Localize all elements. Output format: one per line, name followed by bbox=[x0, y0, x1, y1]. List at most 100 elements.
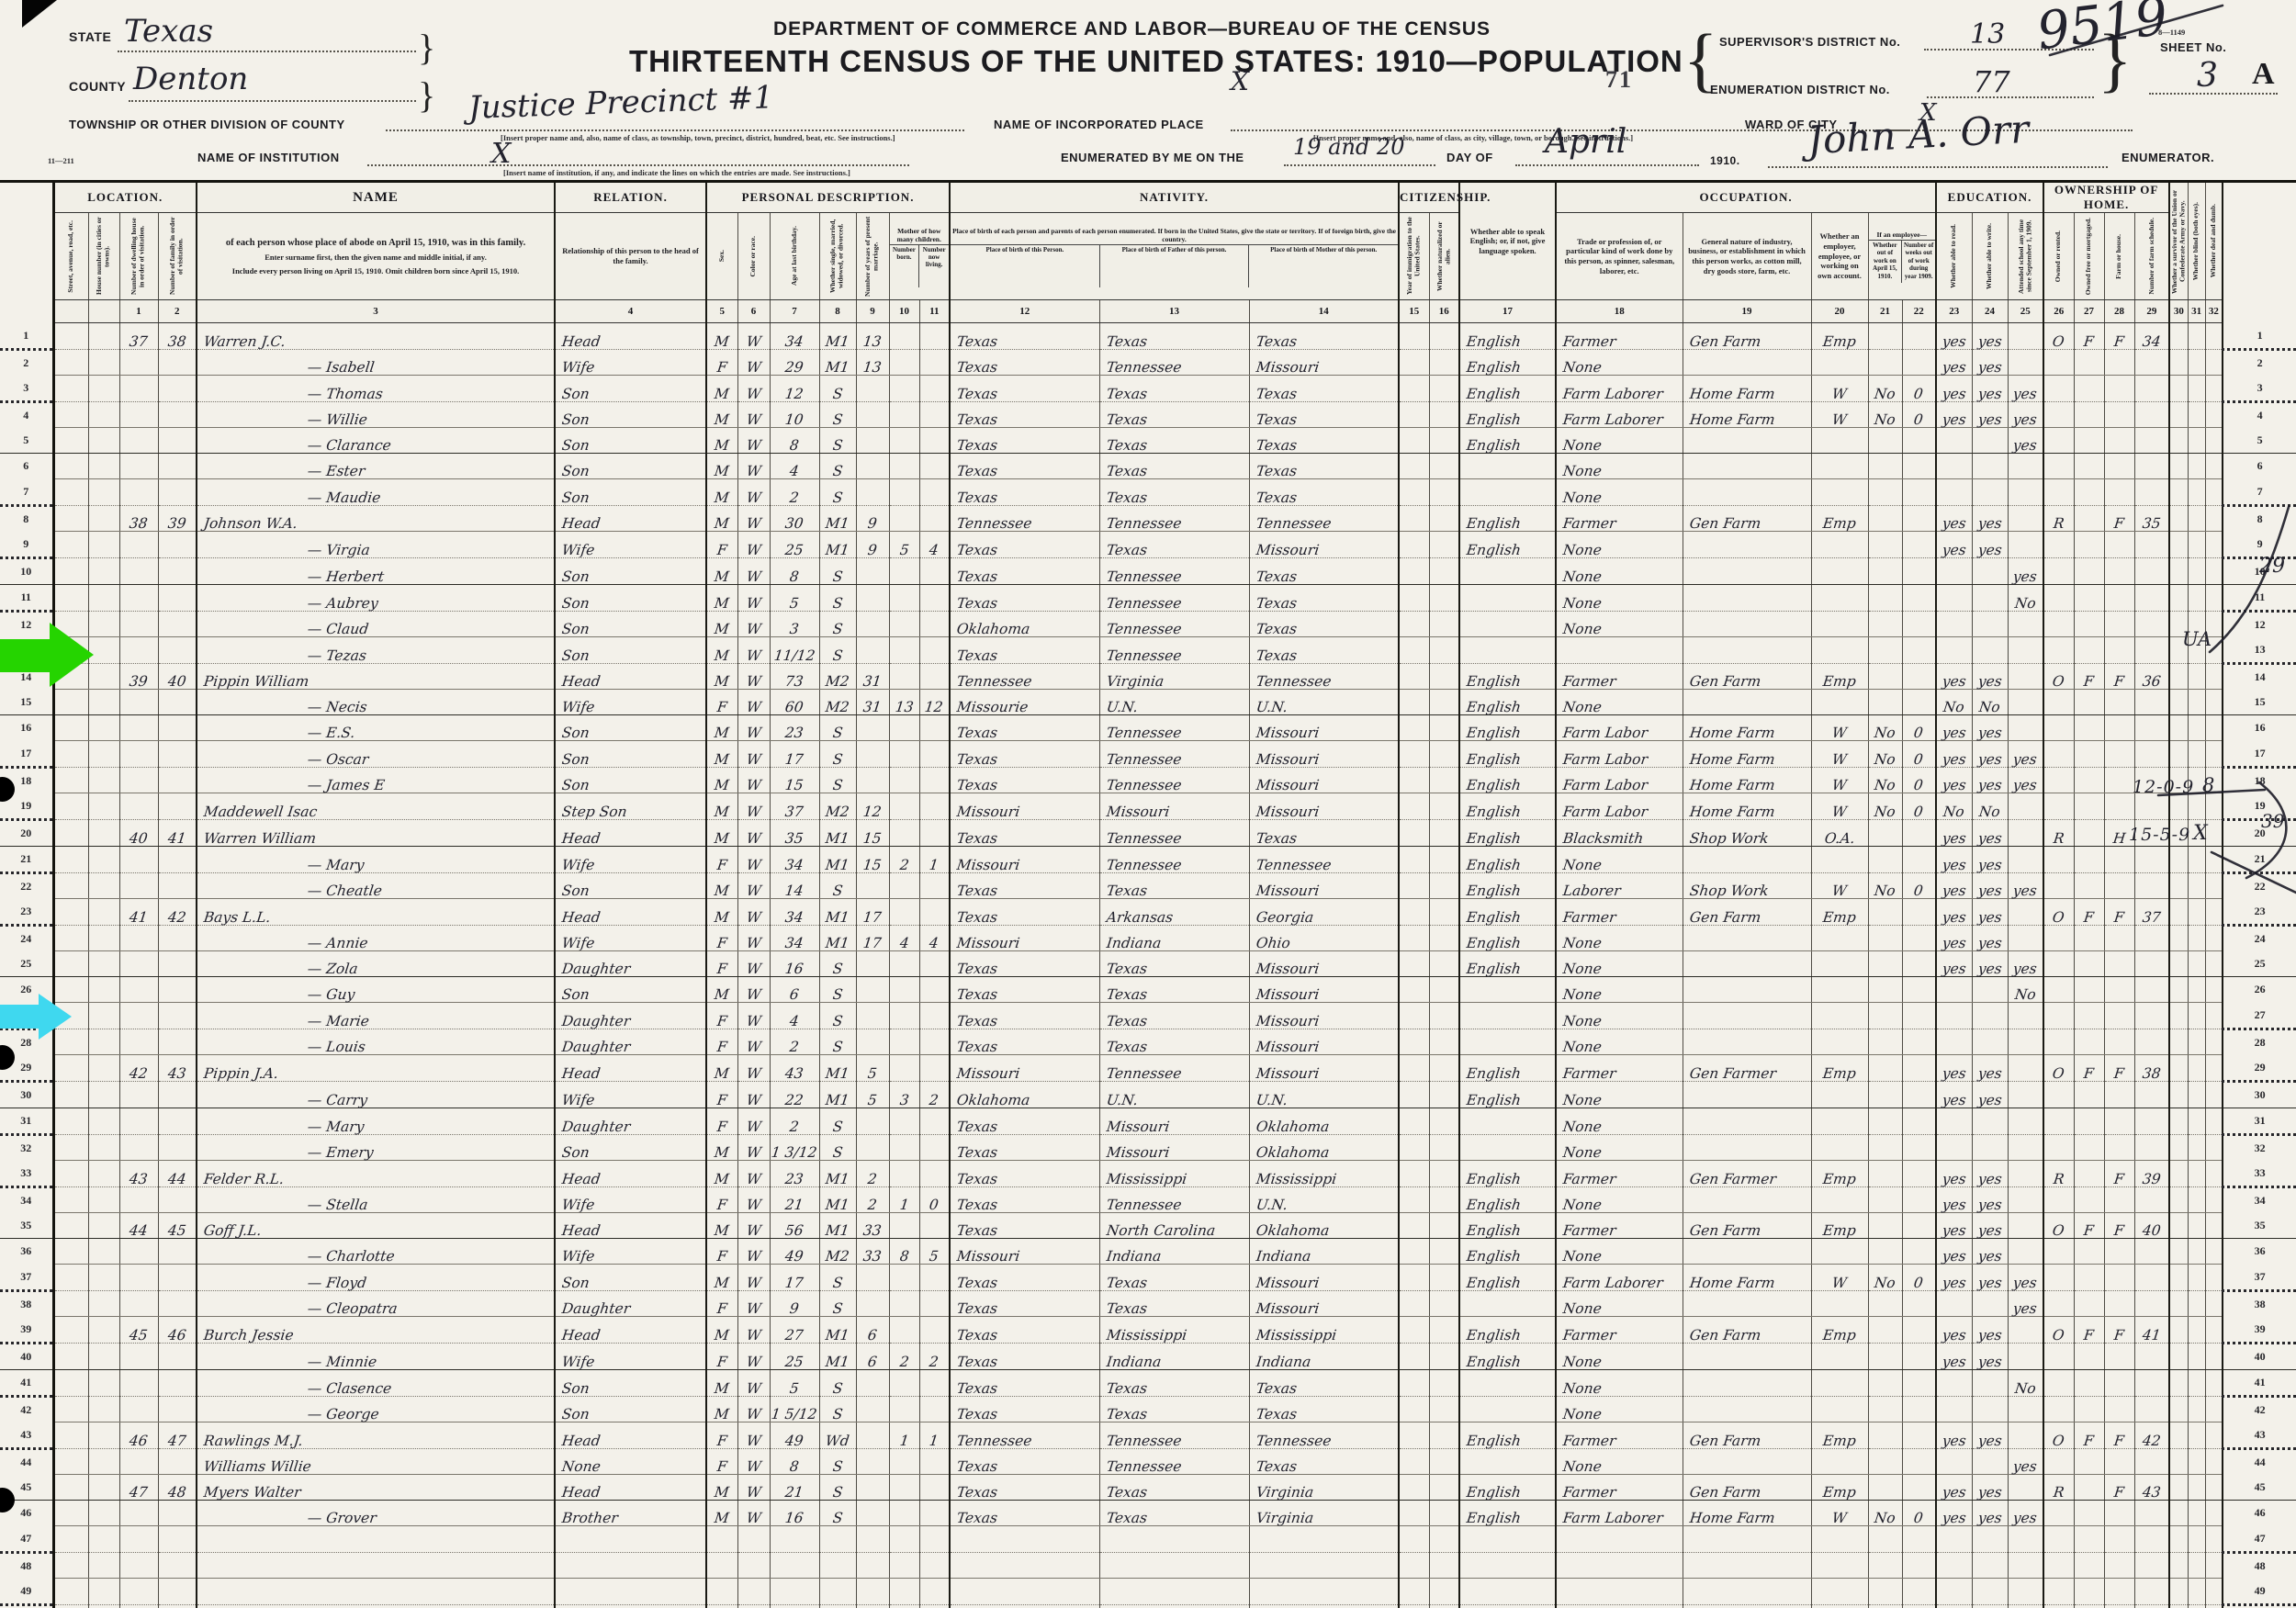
cell-tr: Blacksmith bbox=[1555, 819, 1683, 847]
value-bf: Texas bbox=[1105, 1274, 1148, 1291]
cell-sv bbox=[2168, 349, 2189, 376]
cell-yrs: 2 bbox=[855, 1160, 890, 1187]
cell-sc bbox=[2007, 663, 2045, 690]
section-NAME: NAME bbox=[196, 180, 557, 213]
cell-en bbox=[1458, 1108, 1558, 1135]
incorporated-note: [Insert proper name and, also, name of c… bbox=[1313, 133, 1634, 142]
value-bf: U.N. bbox=[1105, 699, 1139, 715]
value-wk: 0 bbox=[1913, 777, 1925, 793]
cell-yrs bbox=[855, 478, 890, 506]
caption-part: of each person whose place of abode on A… bbox=[225, 237, 526, 248]
cell-bl bbox=[2187, 1422, 2206, 1449]
census-table-header: LOCATION. NAME RELATION. PERSONAL DESCRIPTI… bbox=[0, 180, 2296, 323]
cell-fam bbox=[157, 740, 198, 768]
column-number-of: 27 bbox=[2073, 299, 2105, 323]
cell-dw bbox=[118, 401, 159, 428]
scan-corner-mark bbox=[22, 0, 57, 28]
cell-fam bbox=[157, 611, 198, 637]
value-bm: Ohio bbox=[1255, 935, 1291, 951]
cell-fam bbox=[157, 1108, 198, 1135]
x-mark-ward: X bbox=[1919, 99, 1937, 127]
cell-of bbox=[2073, 531, 2105, 558]
cell-rel: Son bbox=[554, 611, 708, 637]
cell-cb bbox=[888, 1290, 920, 1317]
value-mar: M1 bbox=[824, 541, 850, 558]
cell-emp bbox=[1810, 478, 1869, 506]
cell-emp: Emp bbox=[1810, 1474, 1869, 1501]
cell-bl bbox=[2187, 453, 2206, 479]
cell-of bbox=[2073, 1578, 2105, 1605]
cell-bp: Texas bbox=[949, 1134, 1100, 1161]
cell-rd: yes bbox=[1935, 1054, 1973, 1082]
cell-df bbox=[2204, 531, 2224, 558]
line-number-left: 9 bbox=[0, 531, 53, 559]
line-number-right: 34 bbox=[2254, 1193, 2266, 1207]
caption-fam: Number of family in order of visitation. bbox=[169, 217, 185, 296]
cell-col: W bbox=[737, 636, 771, 664]
cell-rel: Son bbox=[554, 453, 708, 479]
value-age: 35 bbox=[783, 829, 805, 847]
cell-of bbox=[2073, 505, 2105, 532]
cell-mar: S bbox=[818, 1002, 857, 1029]
cell-st bbox=[51, 1029, 89, 1055]
cell-mar: S bbox=[818, 636, 857, 664]
line-number-right: 42 bbox=[2254, 1402, 2266, 1416]
cell-col: W bbox=[737, 584, 771, 612]
cell-hn bbox=[87, 950, 120, 977]
cell-ns bbox=[2133, 531, 2171, 558]
cell-wr bbox=[1971, 1578, 2009, 1605]
cell-fh bbox=[2103, 793, 2135, 820]
cell-ind bbox=[1682, 846, 1812, 873]
cell-tr: None bbox=[1555, 1186, 1683, 1213]
cell-bf: Texas bbox=[1098, 1290, 1250, 1317]
value-sc: No bbox=[2013, 594, 2037, 612]
caption-sc: Attended school any time since September… bbox=[2017, 219, 2033, 294]
line-number-right: 17 bbox=[2223, 740, 2296, 769]
value-bp: Texas bbox=[955, 829, 999, 847]
cell-bf: Tennessee bbox=[1098, 349, 1250, 376]
cell-df bbox=[2204, 1108, 2224, 1135]
cell-cl bbox=[918, 1264, 951, 1291]
cell-ind bbox=[1682, 1238, 1812, 1265]
value-ind: Home Farm bbox=[1688, 1274, 1776, 1291]
cell-na bbox=[1428, 663, 1461, 690]
cell-sex: F bbox=[705, 1108, 738, 1135]
cell-sv bbox=[2168, 976, 2189, 1003]
line-number-left: 28 bbox=[20, 1035, 32, 1049]
line-number-right: 16 bbox=[2254, 721, 2266, 735]
cell-bp: Texas bbox=[949, 819, 1100, 847]
cell-wk bbox=[1901, 322, 1938, 350]
cell-ind: Gen Farm bbox=[1682, 1212, 1812, 1239]
cell-col: W bbox=[737, 1186, 771, 1213]
cell-of bbox=[2073, 1369, 2105, 1397]
value-name: Pippin William bbox=[202, 673, 310, 690]
cell-cl bbox=[918, 1474, 951, 1501]
cell-hn bbox=[87, 453, 120, 479]
cell-hn bbox=[87, 1054, 120, 1082]
cell-fam bbox=[157, 401, 198, 428]
cell-or bbox=[2043, 767, 2075, 793]
cell-na bbox=[1428, 1448, 1461, 1475]
value-tr: None bbox=[1561, 541, 1604, 558]
cell-cb: 4 bbox=[888, 925, 920, 951]
cell-emp: W bbox=[1810, 1500, 1869, 1526]
value-en: English bbox=[1465, 1326, 1523, 1344]
cell-dw bbox=[118, 1290, 159, 1317]
section-RELATION.: RELATION. bbox=[554, 180, 708, 213]
value-age: 12 bbox=[783, 385, 805, 402]
value-bm: Oklahoma bbox=[1255, 1144, 1331, 1161]
cell-yrs: 5 bbox=[855, 1081, 890, 1108]
cell-cb: 1 bbox=[888, 1422, 920, 1449]
cell-emp bbox=[1810, 689, 1869, 715]
value-en: English bbox=[1465, 1353, 1523, 1370]
caption-col: Color or race. bbox=[749, 235, 758, 277]
cell-cb bbox=[888, 872, 920, 899]
cell-yrs: 31 bbox=[855, 663, 890, 690]
cell-sc bbox=[2007, 1134, 2045, 1161]
line-number-left: 7 bbox=[0, 478, 53, 507]
cell-ow bbox=[1867, 898, 1903, 926]
value-fam: 45 bbox=[166, 1222, 187, 1239]
cell-en: English bbox=[1458, 1160, 1558, 1187]
cell-bp: Texas bbox=[949, 950, 1100, 977]
value-bf: Arkansas bbox=[1105, 908, 1174, 926]
